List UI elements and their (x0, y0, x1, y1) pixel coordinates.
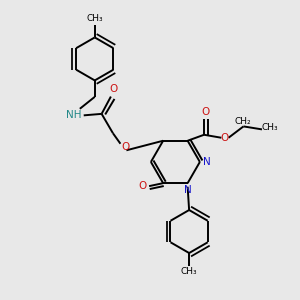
Text: O: O (138, 181, 147, 191)
Text: N: N (184, 185, 191, 195)
Text: CH₃: CH₃ (86, 14, 103, 23)
Text: CH₃: CH₃ (181, 267, 197, 276)
Text: O: O (201, 107, 210, 117)
Text: NH: NH (65, 110, 81, 120)
Text: CH₂: CH₂ (235, 116, 251, 125)
Text: O: O (109, 84, 117, 94)
Text: N: N (202, 157, 210, 167)
Text: O: O (221, 133, 229, 143)
Text: CH₃: CH₃ (261, 123, 278, 132)
Text: O: O (121, 142, 129, 152)
